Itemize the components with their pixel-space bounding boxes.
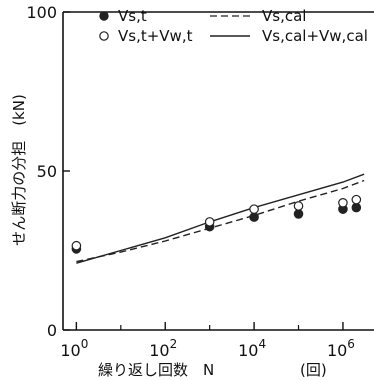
x-tick-label: 100: [60, 337, 88, 360]
data-point-vs-t-vw-t: [71, 240, 82, 251]
legend-label-vs-cal: Vs,cal: [262, 7, 306, 25]
data-point-vs-t: [293, 209, 304, 219]
series-line-vs-cal: [76, 179, 365, 263]
x-axis-label: 繰り返し回数 N: [98, 361, 214, 379]
data-point-vs-t-vw-t: [204, 217, 215, 227]
data-point-vs-t-vw-t: [293, 201, 304, 211]
x-tick-label: 106: [327, 337, 355, 360]
data-point-vs-t: [249, 212, 259, 222]
plot-frame: [62, 11, 374, 331]
data-point-vs-t-vw-t: [249, 204, 259, 214]
legend-marker-open: [99, 31, 109, 41]
data-point-vs-t: [351, 202, 362, 213]
x-axis-unit: (回): [300, 361, 327, 379]
legend-label-vs-cal-vw-cal: Vs,cal+Vw,cal: [262, 27, 368, 45]
legend-label-vs-t-vw-t: Vs,t+Vw,t: [118, 27, 193, 45]
legend-marker-filled: [99, 11, 109, 21]
x-tick-label: 104: [238, 337, 266, 360]
axis-ticks: 0 50 100 100 102 104 106: [26, 3, 354, 360]
data-point-vs-t-vw-t: [351, 194, 362, 205]
series-layer: [71, 173, 365, 264]
series-line-vs-cal-vw-cal: [76, 173, 365, 264]
legend-label-vs-t: Vs,t: [118, 7, 147, 25]
y-axis-label: せん断力の分担 (kN): [10, 94, 28, 246]
y-tick-label: 0: [47, 321, 57, 340]
x-tick-label: 102: [149, 337, 177, 360]
data-point-vs-t-vw-t: [338, 198, 348, 208]
y-tick-label: 100: [26, 3, 57, 22]
legend: Vs,t Vs,t+Vw,t Vs,cal Vs,cal+Vw,cal: [99, 7, 368, 45]
y-tick-label: 50: [37, 162, 57, 181]
